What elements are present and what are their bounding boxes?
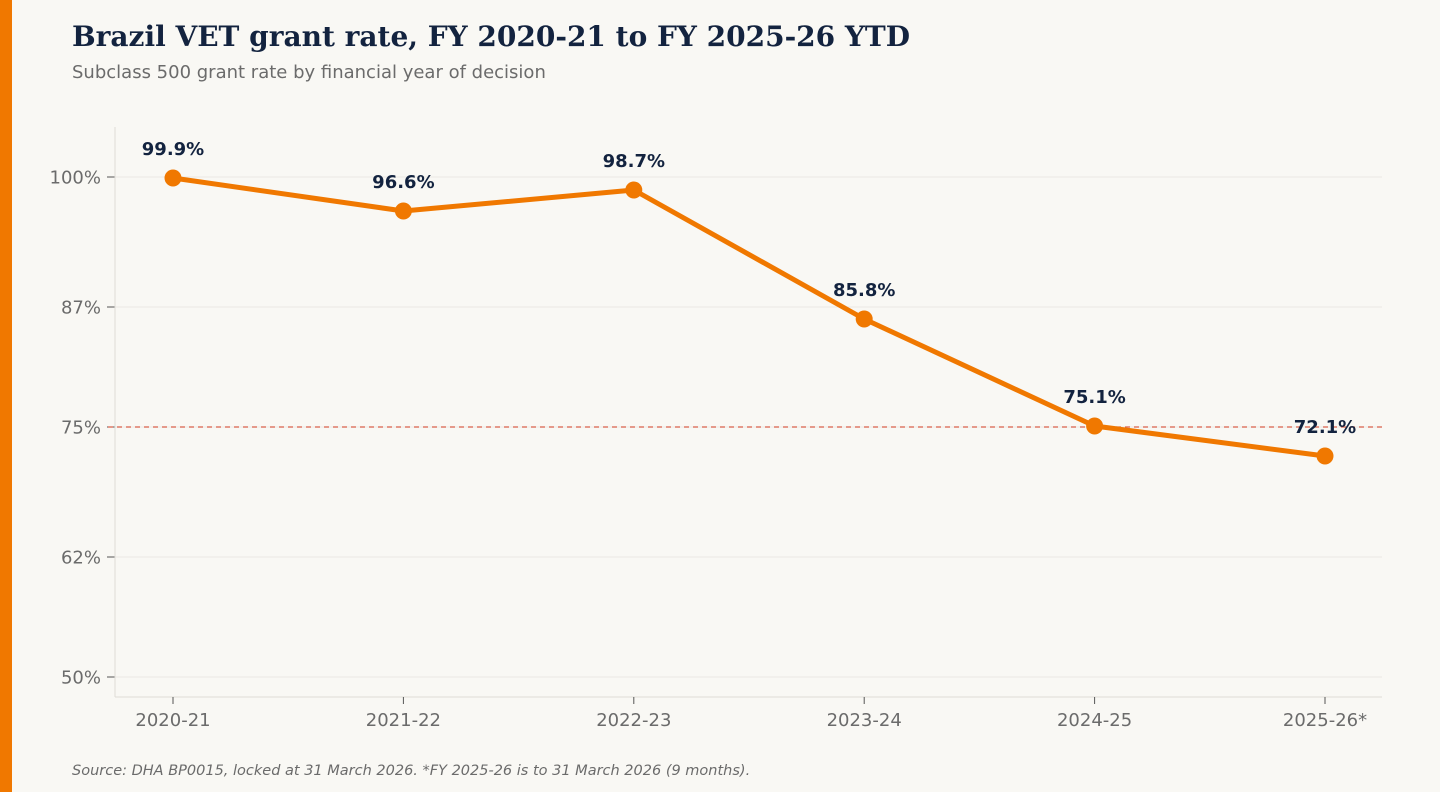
x-tick-label: 2023-24 [827, 710, 902, 731]
series-line [170, 175, 1328, 459]
data-labels: 99.9% 96.6% 98.7% 85.8% 75.1% 72.1% [142, 139, 1356, 438]
data-point [394, 202, 412, 220]
y-tick-label: 100% [50, 168, 101, 189]
x-tick-label: 2025-26* [1283, 710, 1367, 731]
x-tick-label: 2020-21 [135, 710, 210, 731]
source-note: Source: DHA BP0015, locked at 31 March 2… [72, 763, 751, 779]
y-tick-label: 50% [61, 668, 101, 689]
y-tick-label: 75% [61, 418, 101, 439]
data-label: 75.1% [1063, 387, 1125, 408]
data-point [625, 181, 643, 199]
y-tick-label: 62% [61, 548, 101, 569]
data-label: 85.8% [833, 280, 895, 301]
data-label: 96.6% [372, 172, 434, 193]
data-label: 99.9% [142, 139, 204, 160]
data-label: 72.1% [1294, 417, 1356, 438]
axes: 50% 62% 75% 87% 100% 2020-21 2021-22 2022-23 202… [50, 127, 1382, 731]
data-point [855, 310, 873, 328]
chart-subtitle: Subclass 500 grant rate by financial yea… [72, 62, 546, 83]
y-tick-label: 87% [61, 298, 101, 319]
accent-bar [0, 0, 12, 792]
data-points [164, 169, 1334, 465]
x-tick-label: 2022-23 [596, 710, 671, 731]
data-point [164, 169, 182, 187]
chart-title: Brazil VET grant rate, FY 2020-21 to FY … [72, 20, 911, 53]
series-line-group [170, 175, 1328, 459]
x-tick-label: 2021-22 [366, 710, 441, 731]
data-label: 98.7% [603, 151, 665, 172]
data-point [1316, 447, 1334, 465]
x-tick-label: 2024-25 [1057, 710, 1132, 731]
data-point [1086, 417, 1104, 435]
